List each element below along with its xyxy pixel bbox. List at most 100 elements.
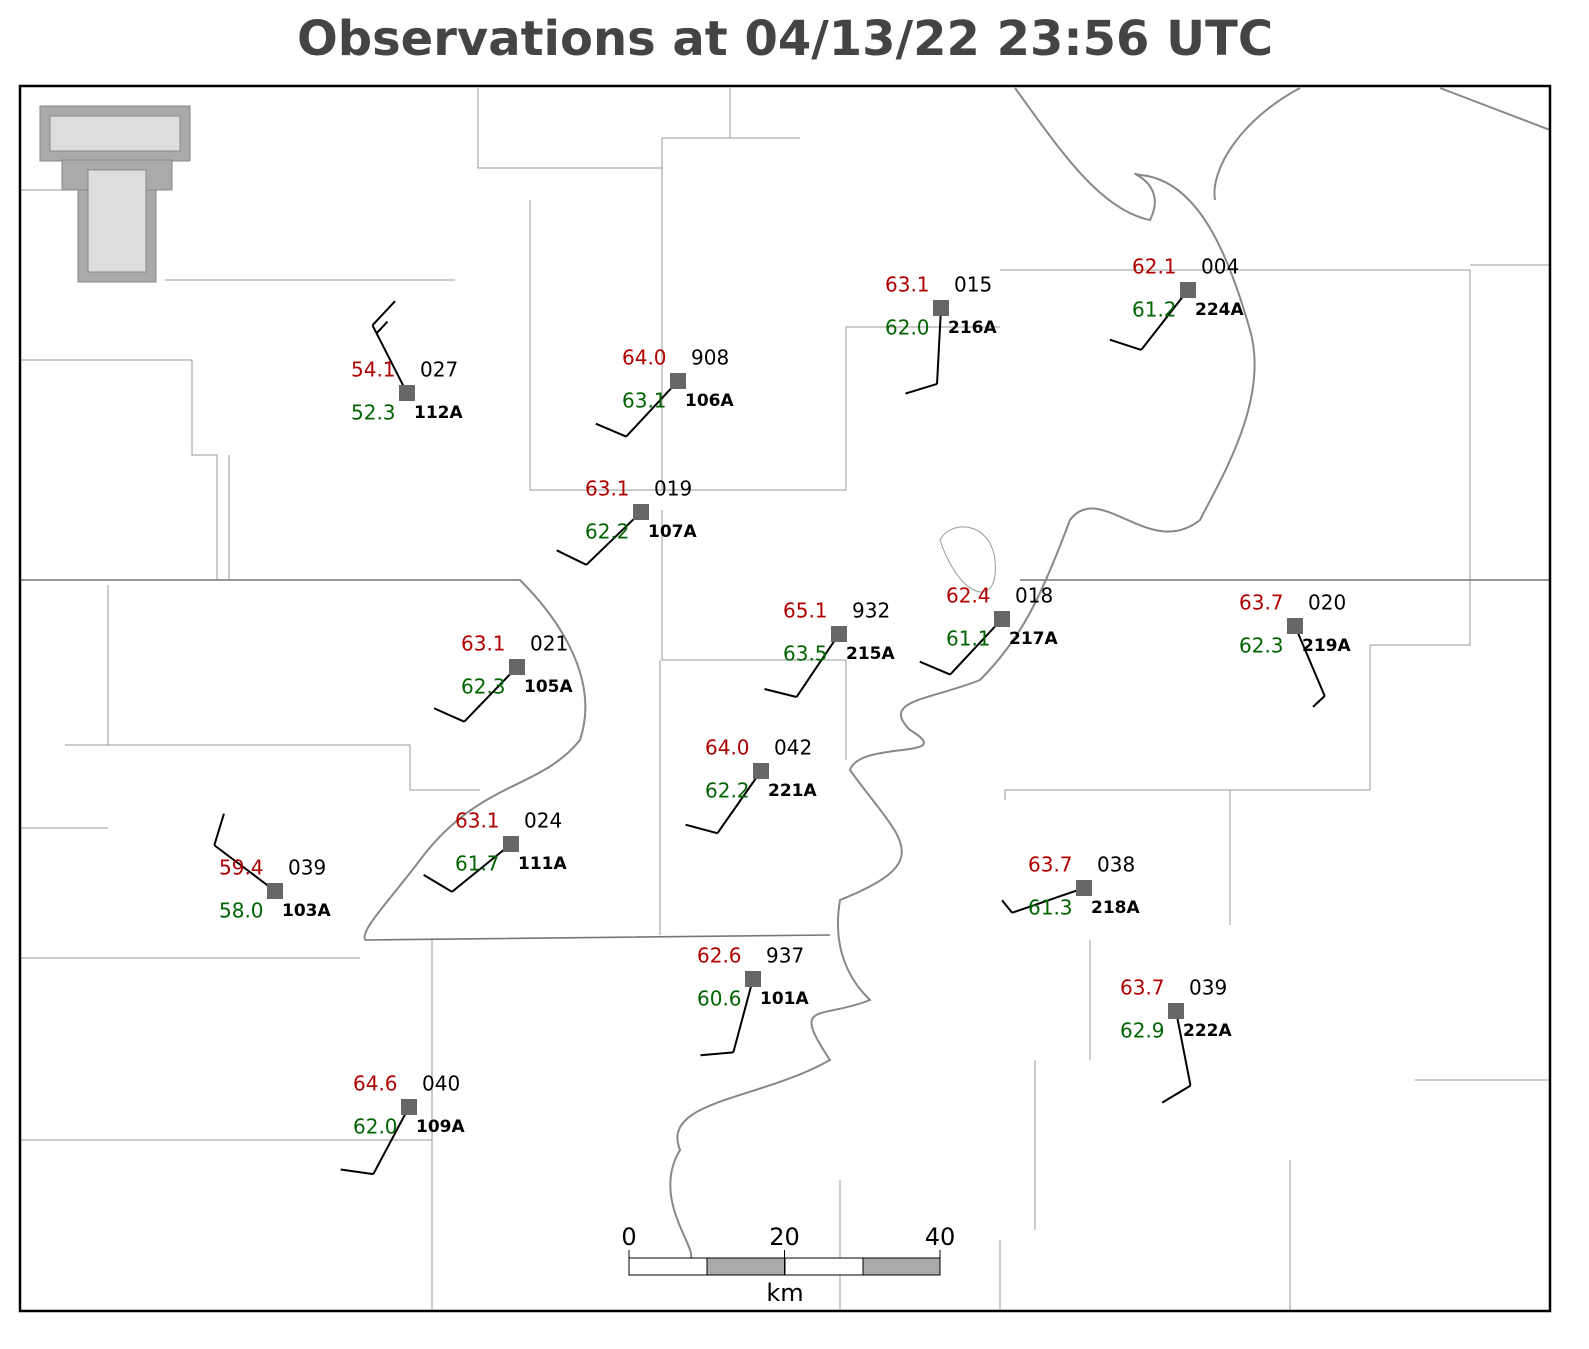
station: 63.7 020 62.3 219A xyxy=(1239,591,1351,708)
dewpoint: 62.2 xyxy=(705,779,750,803)
station: 64.0 042 62.2 221A xyxy=(685,736,817,835)
pressure: 024 xyxy=(524,809,562,833)
station-marker xyxy=(399,385,415,401)
wind-barb xyxy=(423,843,512,893)
dewpoint: 62.9 xyxy=(1120,1019,1165,1043)
pressure: 039 xyxy=(1189,976,1227,1000)
map-frame xyxy=(18,84,1552,1313)
dewpoint: 52.3 xyxy=(351,401,396,425)
temperature: 63.7 xyxy=(1239,591,1284,615)
station: 65.1 932 63.5 215A xyxy=(764,599,895,698)
station-id: 105A xyxy=(524,677,573,697)
temperature: 59.4 xyxy=(219,856,264,880)
wind-barb xyxy=(1001,887,1085,914)
station: 63.1 024 61.7 111A xyxy=(423,809,567,893)
dewpoint: 62.2 xyxy=(585,520,630,544)
dewpoint: 60.6 xyxy=(697,987,742,1011)
station-id: 218A xyxy=(1091,898,1140,918)
dewpoint: 63.1 xyxy=(622,389,667,413)
station-marker xyxy=(1287,618,1303,634)
pressure: 020 xyxy=(1308,591,1346,615)
pressure: 004 xyxy=(1201,255,1239,279)
station-marker xyxy=(994,611,1010,627)
station-marker xyxy=(1168,1003,1184,1019)
station-id: 103A xyxy=(282,901,331,921)
station-marker xyxy=(401,1099,417,1115)
station-marker xyxy=(503,836,519,852)
wind-barb xyxy=(905,307,942,395)
station-id: 222A xyxy=(1183,1021,1232,1041)
temperature: 63.7 xyxy=(1028,853,1073,877)
temperature: 64.0 xyxy=(622,346,667,370)
pressure: 040 xyxy=(422,1072,460,1096)
pressure: 021 xyxy=(530,632,568,656)
temperature: 54.1 xyxy=(351,358,396,382)
station-id: 221A xyxy=(768,781,817,801)
temperature: 63.7 xyxy=(1120,976,1165,1000)
dewpoint: 62.0 xyxy=(885,316,930,340)
dewpoint: 62.3 xyxy=(461,675,506,699)
wind-barb xyxy=(213,813,276,892)
station: 63.7 038 61.3 218A xyxy=(1001,853,1140,920)
pressure: 039 xyxy=(288,856,326,880)
station-id: 109A xyxy=(416,1117,465,1137)
pressure: 042 xyxy=(774,736,812,760)
temperature: 63.1 xyxy=(455,809,500,833)
dewpoint: 63.5 xyxy=(783,642,828,666)
station: 64.0 908 63.1 106A xyxy=(595,346,734,438)
temperature: 62.4 xyxy=(946,584,991,608)
station-id: 107A xyxy=(648,522,697,542)
boundaries xyxy=(20,87,1551,1311)
wind-barb xyxy=(1294,625,1326,708)
temperature: 63.1 xyxy=(461,632,506,656)
station-id: 224A xyxy=(1195,300,1244,320)
station: 59.4 039 58.0 103A xyxy=(213,813,331,923)
temperature: 65.1 xyxy=(783,599,828,623)
pressure: 937 xyxy=(766,944,804,968)
dewpoint: 58.0 xyxy=(219,899,264,923)
station-marker xyxy=(509,659,525,675)
scale-tick-label: 20 xyxy=(769,1223,800,1251)
dewpoint: 61.2 xyxy=(1132,298,1177,322)
station-marker xyxy=(670,373,686,389)
station: 63.1 019 62.2 107A xyxy=(556,477,697,566)
wind-barb xyxy=(919,618,1003,676)
wind-barb xyxy=(556,511,642,566)
logo xyxy=(39,105,191,283)
temperature: 62.6 xyxy=(697,944,742,968)
station-marker xyxy=(1180,282,1196,298)
temperature: 64.0 xyxy=(705,736,750,760)
pressure: 038 xyxy=(1097,853,1135,877)
pressure: 908 xyxy=(691,346,729,370)
station-marker xyxy=(633,504,649,520)
station: 63.1 015 62.0 216A xyxy=(885,273,997,395)
pressure: 015 xyxy=(954,273,992,297)
pressure: 027 xyxy=(420,358,458,382)
dewpoint: 62.3 xyxy=(1239,634,1284,658)
station: 62.6 937 60.6 101A xyxy=(697,944,809,1057)
station: 54.1 027 52.3 112A xyxy=(351,300,463,425)
wind-barb xyxy=(340,1106,410,1176)
wind-barb xyxy=(1109,289,1189,351)
title: Observations at 04/13/22 23:56 UTC xyxy=(297,11,1273,67)
wind-barb xyxy=(433,666,518,723)
station: 64.6 040 62.0 109A xyxy=(340,1072,465,1176)
temperature: 62.1 xyxy=(1132,255,1177,279)
wind-barb xyxy=(595,380,679,438)
station-id: 106A xyxy=(685,391,734,411)
scale-unit: km xyxy=(766,1279,803,1307)
station-id: 216A xyxy=(948,318,997,338)
wind-barb xyxy=(685,770,762,835)
pressure: 932 xyxy=(852,599,890,623)
temperature: 63.1 xyxy=(885,273,930,297)
station-id: 215A xyxy=(846,644,895,664)
dewpoint: 61.7 xyxy=(455,852,500,876)
station: 63.7 039 62.9 222A xyxy=(1120,976,1232,1104)
station-id: 217A xyxy=(1009,629,1058,649)
scale-tick-label: 0 xyxy=(621,1223,636,1251)
station-marker xyxy=(267,883,283,899)
station-marker xyxy=(753,763,769,779)
station-marker xyxy=(831,626,847,642)
station-id: 111A xyxy=(518,854,567,874)
